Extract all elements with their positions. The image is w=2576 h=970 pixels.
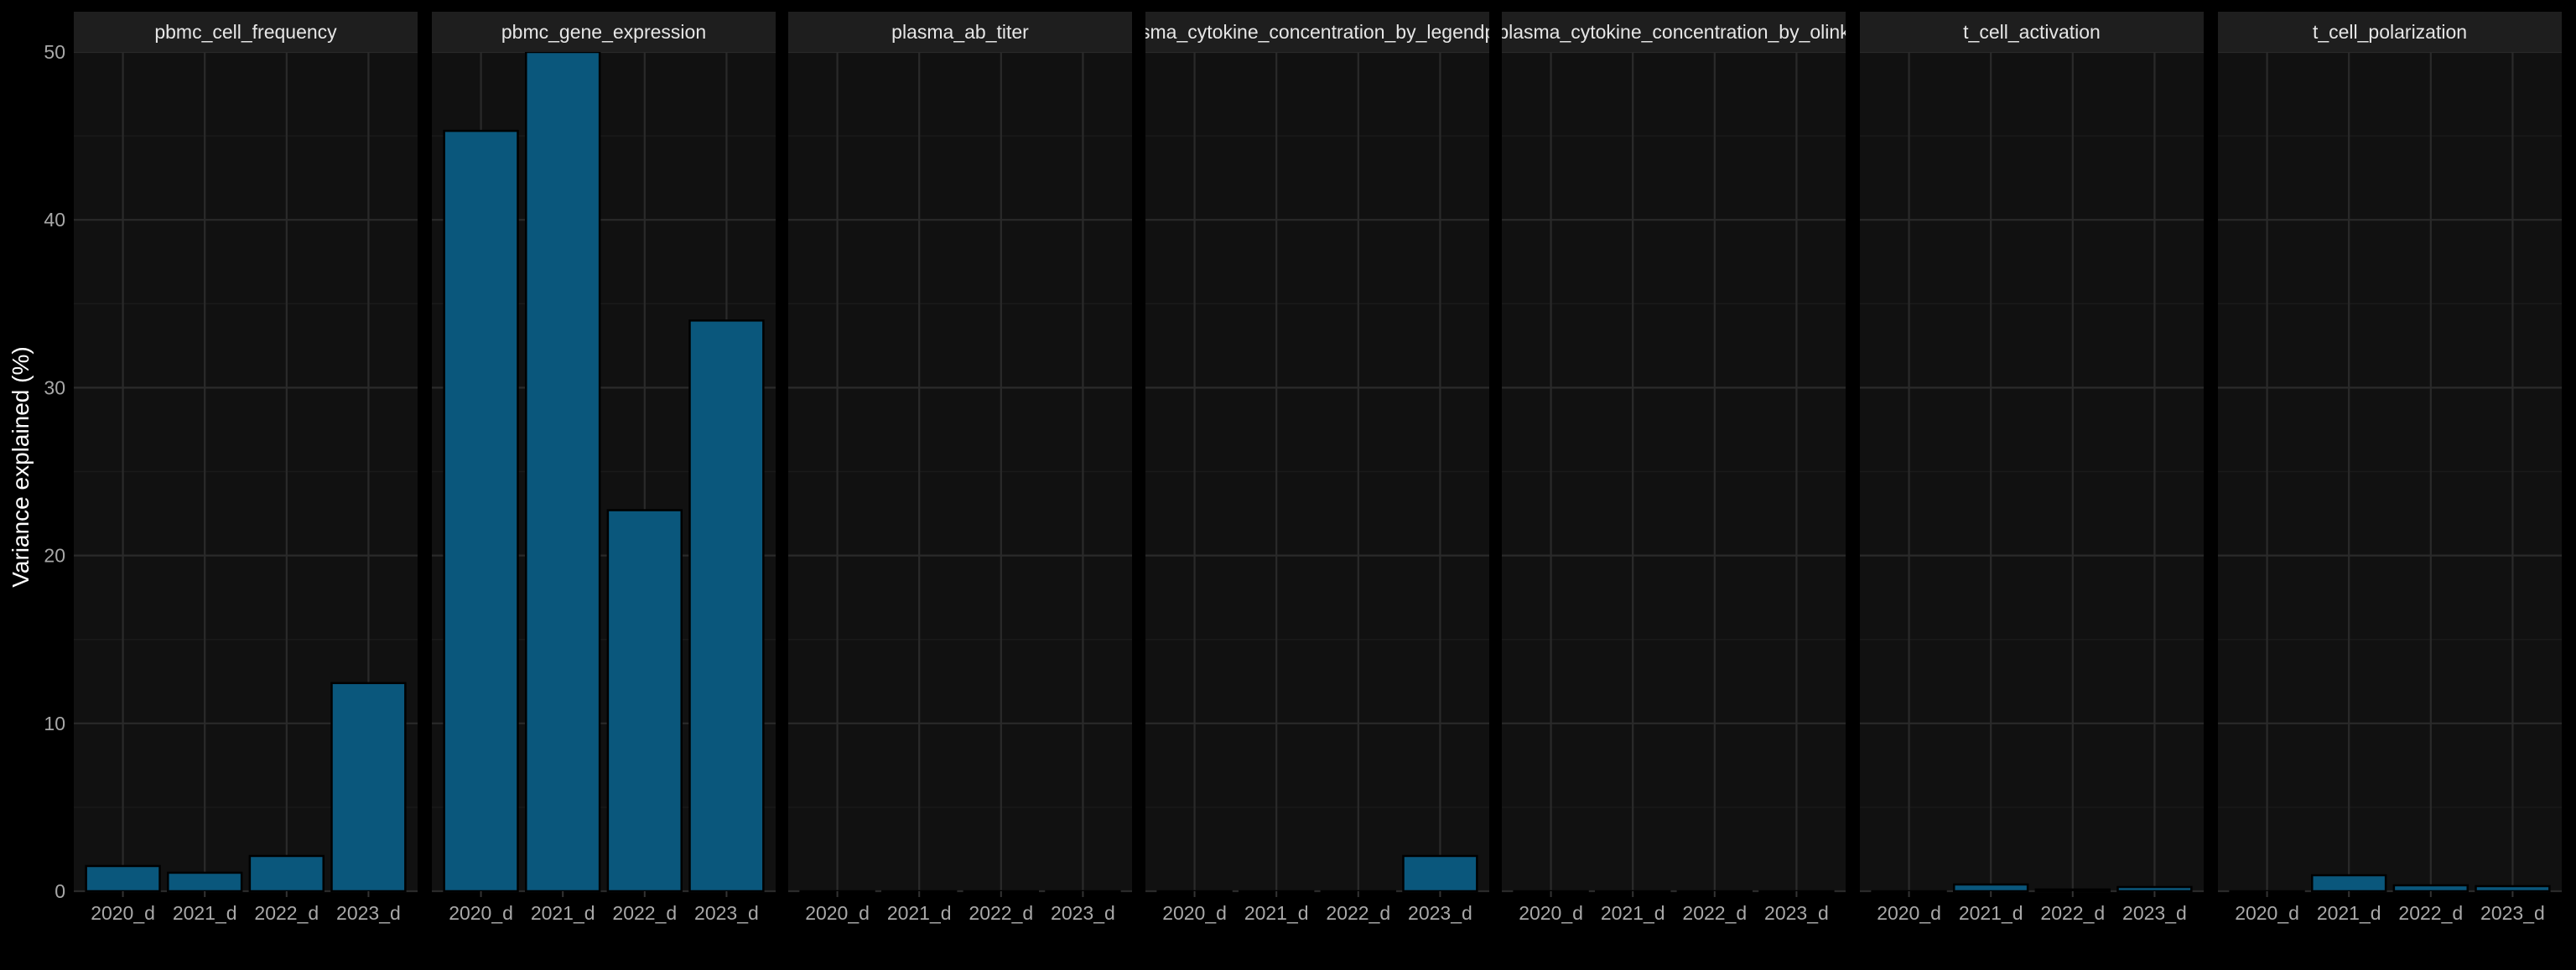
y-tick-label: 0	[55, 880, 65, 902]
x-tick-label: 2022_d	[2398, 902, 2463, 924]
y-tick-label: 20	[44, 545, 65, 567]
x-tick-label: 2021_d	[1959, 902, 2023, 924]
bar-pbmc_gene_expression-2023_d	[688, 319, 765, 893]
x-tick-label: 2020_d	[1162, 902, 1227, 924]
facet-strip	[2218, 12, 2562, 52]
facet-strip-label: plasma_cytokine_concentration_by_olink	[1498, 21, 1850, 43]
facet-strip	[788, 12, 1132, 52]
x-tick-label: 2020_d	[805, 902, 870, 924]
x-tick-label: 2020_d	[1519, 902, 1583, 924]
facet-strip	[1502, 12, 1846, 52]
y-tick-label: 30	[44, 376, 65, 398]
x-tick-label: 2021_d	[1601, 902, 1665, 924]
facet-strip	[1860, 12, 2204, 52]
x-tick-label: 2021_d	[887, 902, 952, 924]
facet-strip	[432, 12, 776, 52]
y-tick-label: 10	[44, 713, 65, 734]
facet-strip-label: t_cell_polarization	[2313, 21, 2467, 43]
bar-plasma_cytokine_concentration_by_legendplex-2023_d	[1402, 854, 1478, 893]
bar-pbmc_gene_expression-2020_d	[443, 129, 519, 893]
y-axis-title: Variance explained (%)	[8, 346, 34, 587]
bar-pbmc_cell_frequency-2022_d	[248, 854, 325, 893]
facet-strip	[1145, 12, 1489, 52]
bar-t_cell_polarization-2022_d	[2392, 884, 2469, 893]
bar-pbmc_cell_frequency-2020_d	[85, 864, 161, 893]
x-tick-label: 2022_d	[1326, 902, 1390, 924]
x-tick-label: 2022_d	[969, 902, 1033, 924]
x-tick-label: 2021_d	[1244, 902, 1309, 924]
y-tick-label: 40	[44, 209, 65, 231]
facet-strip-label: plasma_ab_titer	[891, 21, 1029, 43]
x-tick-label: 2023_d	[336, 902, 401, 924]
x-tick-label: 2020_d	[449, 902, 513, 924]
y-tick-label: 50	[44, 41, 65, 63]
bar-pbmc_gene_expression-2022_d	[606, 509, 683, 893]
bar-pbmc_cell_frequency-2021_d	[167, 871, 243, 893]
bar-t_cell_activation-2021_d	[1953, 883, 2029, 893]
bar-pbmc_cell_frequency-2023_d	[330, 682, 407, 893]
facet-strip-label: pbmc_cell_frequency	[154, 21, 337, 43]
facet-strip-label: plasma_cytokine_concentration_by_legendp…	[1114, 21, 1520, 43]
x-tick-label: 2022_d	[254, 902, 319, 924]
x-tick-label: 2022_d	[1682, 902, 1747, 924]
facet-strip-label: pbmc_gene_expression	[501, 21, 706, 43]
x-tick-label: 2023_d	[2480, 902, 2545, 924]
bar-pbmc_gene_expression-2021_d	[525, 50, 601, 893]
x-tick-label: 2023_d	[1408, 902, 1472, 924]
x-tick-label: 2021_d	[531, 902, 595, 924]
x-tick-label: 2022_d	[2040, 902, 2105, 924]
bar-t_cell_polarization-2021_d	[2311, 874, 2387, 893]
facet-strip-label: t_cell_activation	[1963, 21, 2101, 43]
x-tick-label: 2021_d	[173, 902, 237, 924]
x-tick-label: 2020_d	[1877, 902, 1941, 924]
x-tick-label: 2023_d	[694, 902, 759, 924]
x-tick-label: 2020_d	[91, 902, 155, 924]
x-tick-label: 2021_d	[2317, 902, 2381, 924]
x-tick-label: 2023_d	[2122, 902, 2187, 924]
x-tick-label: 2022_d	[612, 902, 677, 924]
x-tick-label: 2023_d	[1764, 902, 1829, 924]
bar-t_cell_activation-2023_d	[2116, 885, 2193, 893]
x-tick-label: 2023_d	[1051, 902, 1115, 924]
bar-t_cell_polarization-2023_d	[2475, 884, 2551, 893]
bar-t_cell_activation-2022_d	[2034, 888, 2111, 893]
facet-strip	[74, 12, 418, 52]
x-tick-label: 2020_d	[2235, 902, 2299, 924]
